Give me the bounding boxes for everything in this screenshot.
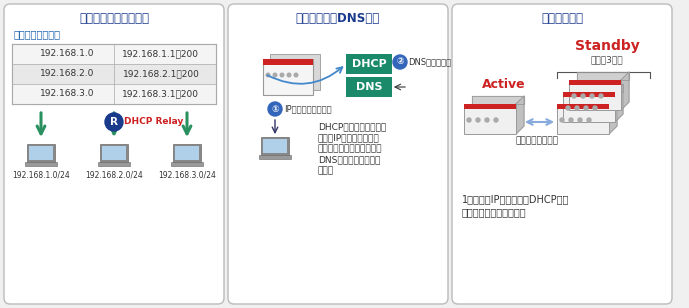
Circle shape [393,55,407,69]
Bar [12,84,216,104]
Circle shape [274,73,277,77]
Text: Active: Active [482,78,526,91]
Bar [557,104,609,109]
Text: ます。: ます。 [318,166,334,175]
Circle shape [476,118,480,122]
Circle shape [268,102,282,116]
Text: Standby: Standby [575,39,639,53]
Polygon shape [615,84,623,122]
Bar [346,77,392,97]
Text: DNS情報の更新: DNS情報の更新 [408,58,451,67]
Bar [263,139,287,153]
Bar [346,54,392,74]
Bar [263,59,313,65]
Bar [29,146,53,160]
Circle shape [572,94,576,98]
Text: DHCP Relay: DHCP Relay [124,117,183,127]
Text: ビスの提供もできます。: ビスの提供もできます。 [462,207,526,217]
Circle shape [485,118,489,122]
Circle shape [266,73,270,77]
Circle shape [467,118,471,122]
Bar [98,162,130,166]
Circle shape [287,73,291,77]
Text: 192.168.1.0/24: 192.168.1.0/24 [12,170,70,179]
Circle shape [105,113,123,131]
Bar [557,104,609,134]
Bar [259,155,291,159]
Text: IPアドレス割り当て: IPアドレス割り当て [284,104,331,114]
Text: 複数スコープ対応: 複数スコープ対応 [14,29,61,39]
Text: 192.168.3.0/24: 192.168.3.0/24 [158,170,216,179]
Polygon shape [609,96,617,134]
Bar [569,80,621,110]
Bar [261,137,289,155]
Polygon shape [577,72,629,80]
Bar [25,162,57,166]
Bar [464,104,516,109]
Bar [175,146,199,160]
Text: 192.168.3.0: 192.168.3.0 [40,90,94,99]
Circle shape [578,118,582,122]
Text: リアルタイム同期: リアルタイム同期 [515,136,559,145]
Bar [563,92,615,122]
Circle shape [581,94,585,98]
Circle shape [294,73,298,77]
Bar [12,64,216,84]
Text: DNS: DNS [356,82,382,92]
Text: R: R [110,117,118,127]
Circle shape [566,106,570,110]
Circle shape [280,73,284,77]
Bar [27,144,55,162]
Bar [263,59,313,95]
Bar [102,146,126,160]
Bar [569,80,621,85]
Bar [100,144,128,162]
Text: 安心の冗長化: 安心の冗長化 [541,11,583,25]
Text: ①: ① [271,104,279,114]
Bar [171,162,203,166]
FancyBboxPatch shape [4,4,224,304]
Bar [563,92,615,97]
Bar [270,54,320,90]
Text: 192.168.2.1～200: 192.168.2.1～200 [123,70,199,79]
Circle shape [584,106,588,110]
Polygon shape [472,96,524,104]
Bar [12,44,216,104]
Text: 192.168.3.1～200: 192.168.3.1～200 [123,90,199,99]
Text: ト名を、自身または社内の: ト名を、自身または社内の [318,144,382,153]
Text: DHCP: DHCP [351,59,387,69]
Text: ②: ② [396,58,404,67]
Polygon shape [621,72,629,110]
Polygon shape [516,96,524,134]
Text: 複数ネットワーク対応: 複数ネットワーク対応 [79,11,149,25]
FancyBboxPatch shape [228,4,448,304]
Text: 192.168.1.0: 192.168.1.0 [40,50,94,59]
Circle shape [590,94,594,98]
Text: DNSサーバーに登録し: DNSサーバーに登録し [318,155,380,164]
Circle shape [494,118,498,122]
Circle shape [569,118,573,122]
Bar [173,144,201,162]
Circle shape [587,118,591,122]
Text: DHCPにより動的に割り: DHCPにより動的に割り [318,122,387,131]
Text: 192.168.2.0: 192.168.2.0 [40,70,94,79]
Polygon shape [565,96,617,104]
Circle shape [575,106,579,110]
Bar [12,44,216,64]
Text: 当てたIPアドレスとホス: 当てたIPアドレスとホス [318,133,380,142]
Circle shape [560,118,564,122]
Circle shape [593,106,597,110]
Text: （最刧3台）: （最刧3台） [590,55,624,64]
Polygon shape [571,84,623,92]
Text: 192.168.1.1～200: 192.168.1.1～200 [123,50,199,59]
Text: 192.168.2.0/24: 192.168.2.0/24 [85,170,143,179]
Bar [464,104,516,134]
Text: ダイナミックDNS対応: ダイナミックDNS対応 [296,11,380,25]
FancyBboxPatch shape [452,4,672,304]
Text: 1つの付想IPアドレスでDHCPサー: 1つの付想IPアドレスでDHCPサー [462,194,569,204]
Circle shape [599,94,603,98]
